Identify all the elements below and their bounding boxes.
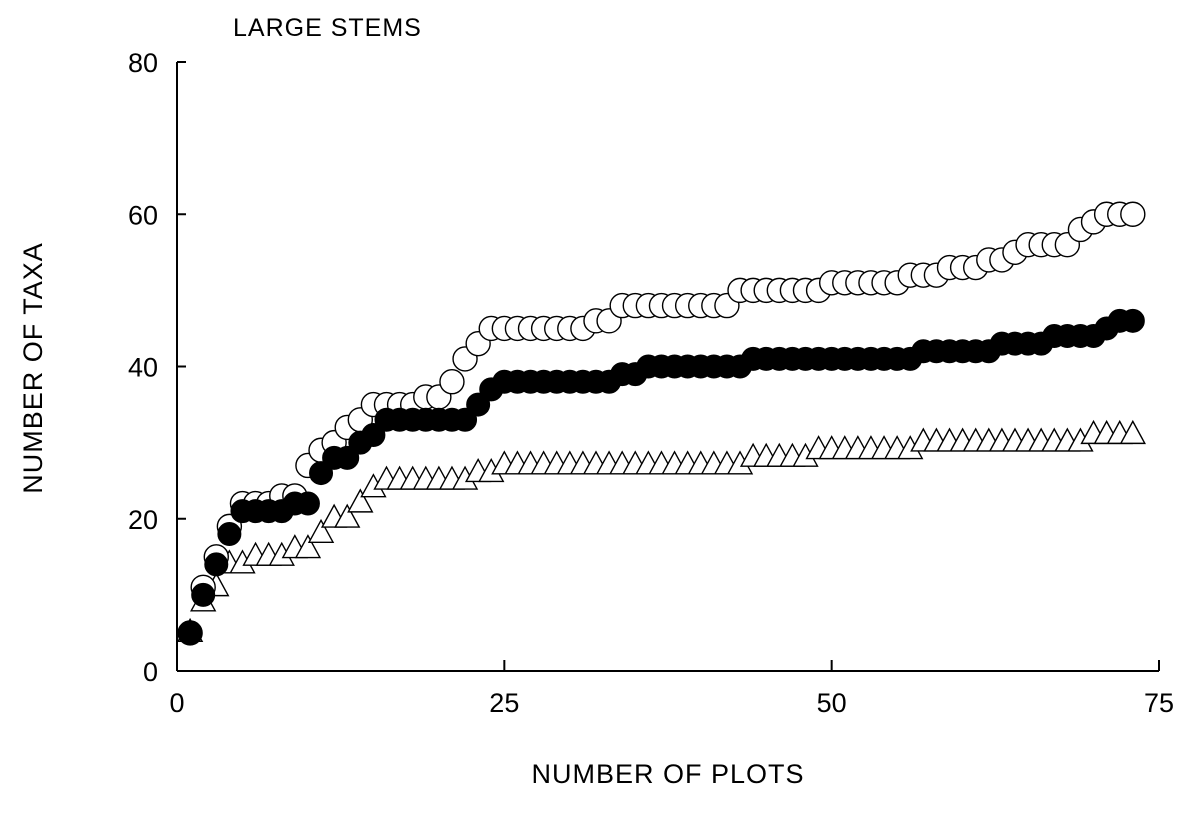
filled-circle-point [1120,308,1145,333]
y-axis-label: NUMBER OF TAXA [18,242,48,494]
x-tick-label: 50 [817,688,847,718]
triangle-point [347,488,374,513]
series-open-circle [177,201,1146,646]
axes: 0 20 40 60 80 0 25 50 75 [128,48,1174,718]
open-circle-point [439,369,465,395]
series-filled-circle [178,308,1145,645]
y-tick-label: 60 [128,200,158,230]
y-tick-label: 80 [128,48,158,78]
filled-circle-point [295,491,320,516]
filled-circle-point [217,521,242,546]
x-tick-label: 75 [1144,688,1174,718]
open-circle-point [1120,201,1146,227]
chart-title: LARGE STEMS [233,14,422,42]
x-axis-label: NUMBER OF PLOTS [531,759,804,789]
triangle-point [334,503,361,528]
x-tick-label: 0 [169,688,184,718]
y-tick-label: 0 [143,657,158,687]
x-tick-label: 25 [489,688,519,718]
filled-circle-point [178,620,203,645]
y-tick-label: 20 [128,505,158,535]
data-marks [176,201,1146,646]
filled-circle-point [191,582,216,607]
triangle-point [307,518,335,544]
filled-circle-point [204,552,229,577]
triangle-point [1119,419,1146,445]
series-open-triangle [176,419,1146,642]
y-tick-label: 40 [128,353,158,383]
triangle-point [294,534,322,559]
